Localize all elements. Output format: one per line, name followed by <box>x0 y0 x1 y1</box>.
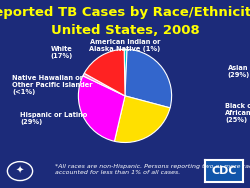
Wedge shape <box>84 49 125 96</box>
Text: Native Hawaiian or
Other Pacific Islander
(<1%): Native Hawaiian or Other Pacific Islande… <box>12 75 93 95</box>
Wedge shape <box>78 76 125 141</box>
Text: *All races are non-Hispanic. Persons reporting two or more races
accounted for l: *All races are non-Hispanic. Persons rep… <box>55 164 250 175</box>
Wedge shape <box>125 49 172 108</box>
Text: Asian
(29%): Asian (29%) <box>228 65 250 78</box>
Text: White
(17%): White (17%) <box>50 46 72 59</box>
Wedge shape <box>83 73 125 96</box>
Text: Hispanic or Latino
(29%): Hispanic or Latino (29%) <box>20 112 87 125</box>
Wedge shape <box>114 96 170 143</box>
Text: Black or
African-American
(25%): Black or African-American (25%) <box>225 103 250 123</box>
Text: United States, 2008: United States, 2008 <box>50 24 200 37</box>
Text: American Indian or
Alaska Native (1%): American Indian or Alaska Native (1%) <box>90 39 160 52</box>
Text: CDC: CDC <box>211 166 236 176</box>
Text: Reported TB Cases by Race/Ethnicity*: Reported TB Cases by Race/Ethnicity* <box>0 6 250 19</box>
Wedge shape <box>124 49 127 96</box>
Text: ✦: ✦ <box>16 166 24 176</box>
